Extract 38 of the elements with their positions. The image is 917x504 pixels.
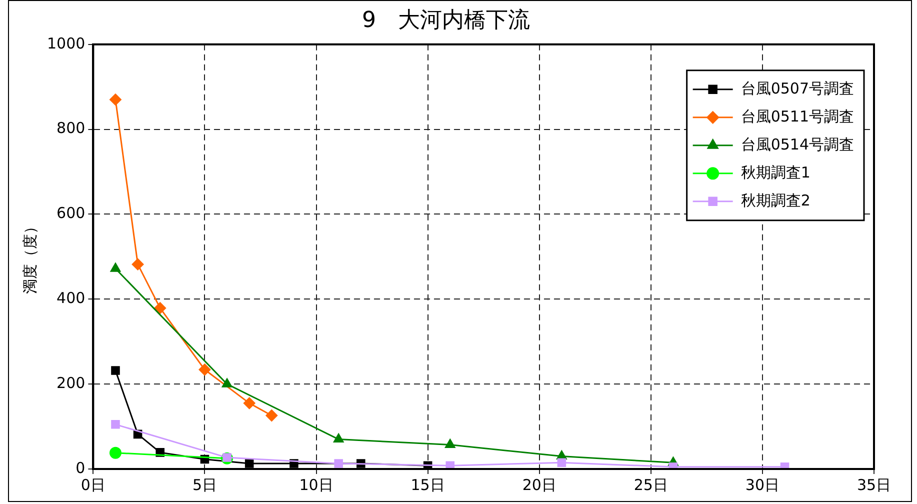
point [222,378,232,388]
point [266,410,278,422]
point [334,459,343,468]
chart-title: 9 大河内橋下流 [362,8,530,33]
point [444,438,456,448]
legend-label: 台風0514号調査 [740,135,854,154]
point [243,397,256,410]
x-tick-label: 30日 [745,476,780,494]
point [111,366,120,375]
legend-label: 秋期調査2 [740,191,810,210]
y-tick-label: 400 [56,289,86,308]
y-tick-label: 600 [56,204,86,222]
point [109,446,122,459]
y-tick-label: 200 [56,374,86,392]
point [154,302,166,314]
point [109,94,122,106]
point [557,458,566,468]
point [110,262,121,272]
y-tick-label: 800 [56,119,86,138]
y-tick-label: 1000 [46,34,86,52]
x-tick-label: 15日 [410,476,445,494]
legend-label: 台風0511号調査 [740,107,854,126]
point [244,459,254,468]
legend-label: 台風0507号調査 [740,79,854,98]
legend-label: 秋期調査1 [740,163,810,182]
point [333,433,344,443]
x-tick-label: 25日 [634,476,668,494]
point [111,420,120,429]
x-tick-label: 35日 [856,476,892,494]
point [198,364,211,376]
x-tick-label: 20日 [522,476,556,494]
x-tick-label: 5日 [192,476,217,494]
y-tick-label: 0 [76,458,86,477]
x-tick-label: 10日 [299,476,334,494]
y-axis-title: 濁度（度） [20,219,39,294]
point [132,258,144,270]
x-tick-label: 0日 [80,476,106,494]
point [446,461,455,469]
